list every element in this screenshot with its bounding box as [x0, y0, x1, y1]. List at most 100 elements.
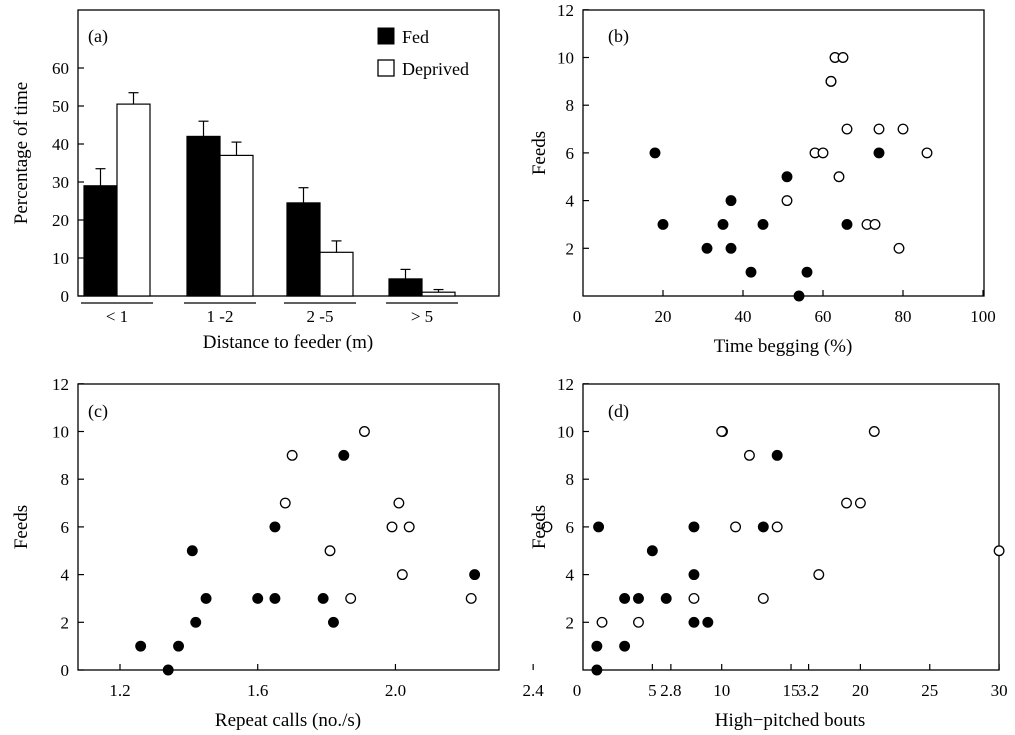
point-deprived: [813, 569, 825, 581]
y-tick-label: 12: [557, 1, 574, 20]
panel-a-xlabel: Distance to feeder (m): [203, 332, 373, 353]
point-deprived: [893, 242, 905, 254]
bar-fed: [83, 185, 118, 297]
point-deprived: [868, 426, 880, 437]
x-tick-label: 100: [970, 307, 996, 326]
panel-b-points: [649, 52, 933, 302]
point-fed: [135, 640, 147, 652]
y-tick-label: 6: [566, 144, 575, 163]
point-fed: [200, 593, 212, 604]
y-tick-label: 40: [52, 135, 69, 154]
x-tick-label: 80: [895, 307, 912, 326]
point-deprived: [854, 497, 866, 509]
x-tick-label: 40: [735, 307, 752, 326]
y-tick-label: 4: [566, 192, 575, 211]
point-fed: [269, 593, 281, 604]
point-deprived: [596, 616, 608, 628]
legend-fed-swatch: [377, 27, 395, 45]
panel-b-ylabel: Feeds: [529, 131, 550, 175]
point-deprived: [688, 593, 700, 604]
point-deprived: [359, 426, 370, 437]
x-tick-label: 2.4: [523, 681, 545, 700]
point-deprived: [837, 52, 849, 63]
panel-d-ylabel: Feeds: [529, 505, 550, 549]
panel-b-y-ticks: 2 4 6 8 10 12: [557, 1, 589, 258]
point-fed: [469, 569, 481, 581]
panel-b-xlabel: Time begging (%): [714, 336, 853, 357]
bar-deprived: [421, 291, 456, 297]
bar-deprived: [219, 154, 254, 297]
point-fed: [757, 218, 769, 230]
panel-c: (c) Feeds Repeat calls (no./s) 0 2 4 6 8 10 12…: [11, 375, 819, 731]
x-tick-label: > 5: [411, 307, 433, 326]
point-fed: [717, 218, 729, 230]
point-fed: [725, 195, 737, 207]
y-tick-label: 10: [557, 423, 574, 442]
point-fed: [619, 593, 631, 604]
x-tick-label: 1.2: [109, 681, 130, 700]
y-tick-label: 12: [557, 375, 574, 394]
point-deprived: [396, 569, 408, 581]
point-fed: [745, 266, 757, 278]
point-deprived: [873, 123, 885, 135]
y-tick-label: 4: [61, 566, 70, 585]
point-fed: [801, 266, 813, 278]
point-deprived: [541, 521, 553, 533]
point-deprived: [386, 521, 398, 533]
panel-d-frame: [582, 383, 1000, 671]
y-tick-label: 0: [61, 287, 70, 306]
y-tick-label: 8: [566, 470, 575, 489]
y-tick-label: 0: [61, 661, 70, 680]
point-fed: [873, 147, 885, 159]
point-deprived: [730, 521, 742, 533]
point-fed: [633, 593, 644, 604]
point-fed: [688, 616, 700, 628]
x-tick-label: 60: [815, 307, 832, 326]
point-deprived: [771, 521, 783, 533]
point-deprived: [833, 171, 845, 183]
point-fed: [725, 242, 737, 254]
legend-fed-label: Fed: [402, 27, 429, 47]
x-tick-label: 10: [713, 681, 730, 700]
point-deprived: [324, 545, 336, 557]
panel-c-ylabel: Feeds: [11, 505, 32, 549]
panel-d-y-ticks: 2 4 6 8 10 12: [557, 375, 589, 632]
point-fed: [793, 290, 805, 302]
panel-a-x-ticks: < 1 1 -2 2 -5 > 5: [81, 302, 458, 326]
point-deprived: [345, 593, 357, 604]
point-fed: [619, 640, 631, 652]
y-tick-label: 12: [52, 375, 69, 394]
point-fed: [688, 569, 700, 581]
point-fed: [660, 593, 672, 604]
point-fed: [701, 242, 713, 254]
point-fed: [591, 664, 603, 676]
point-deprived: [286, 449, 298, 461]
x-tick-label: 2.0: [385, 681, 406, 700]
point-deprived: [869, 218, 881, 230]
x-tick-label: 0: [573, 681, 582, 700]
bar-deprived: [116, 103, 151, 297]
point-fed: [173, 640, 184, 652]
x-tick-label: 20: [655, 307, 672, 326]
point-fed: [646, 545, 658, 557]
panel-b: (b) Feeds Time begging (%) 2 4 6 8 10 12 0 20 4…: [529, 1, 996, 357]
point-deprived: [993, 545, 1005, 557]
panel-c-y-ticks: 0 2 4 6 8 10 12: [52, 375, 84, 680]
y-tick-label: 30: [52, 173, 69, 192]
point-deprived: [279, 497, 291, 509]
bar-fed: [286, 202, 321, 297]
x-tick-label: 20: [852, 681, 869, 700]
y-tick-label: 10: [52, 423, 69, 442]
x-tick-label: 1.6: [247, 681, 268, 700]
y-tick-label: 8: [61, 470, 70, 489]
point-fed: [757, 521, 769, 533]
point-deprived: [716, 426, 728, 437]
panel-d-points: [591, 426, 1005, 676]
y-tick-label: 4: [566, 566, 575, 585]
x-tick-label: 2.8: [660, 681, 681, 700]
y-tick-label: 10: [52, 249, 69, 268]
point-fed: [657, 218, 669, 230]
x-tick-label: < 1: [106, 307, 128, 326]
point-deprived: [781, 195, 793, 207]
